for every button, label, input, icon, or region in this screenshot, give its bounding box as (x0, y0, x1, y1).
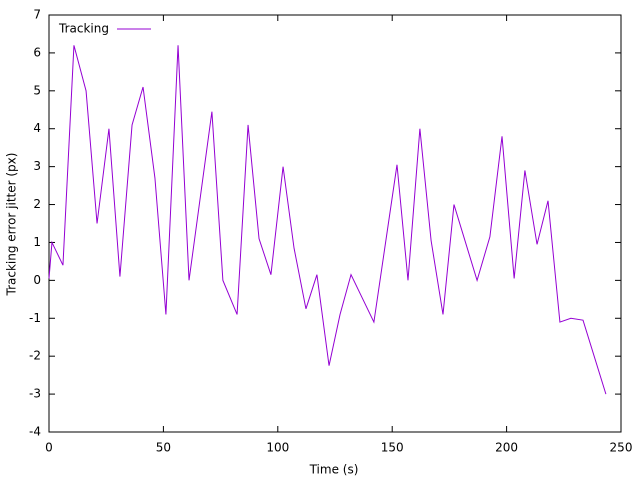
y-tick-label: -4 (29, 425, 41, 439)
legend-label: Tracking (58, 22, 109, 36)
y-tick-label: 0 (33, 273, 41, 287)
y-tick-label: 6 (33, 45, 41, 59)
y-axis-label: Tracking error jitter (px) (5, 153, 19, 297)
x-tick-label: 150 (381, 441, 404, 455)
y-tick-label: -3 (29, 387, 41, 401)
x-tick-label: 50 (156, 441, 171, 455)
y-tick-label: 1 (33, 235, 41, 249)
y-tick-label: 3 (33, 159, 41, 173)
y-tick-label: 7 (33, 8, 41, 22)
x-axis-label: Time (s) (309, 463, 359, 477)
y-tick-label: -2 (29, 349, 41, 363)
x-tick-label: 250 (610, 441, 633, 455)
plot-frame (48, 14, 622, 433)
y-tick-label: 4 (33, 121, 41, 135)
x-tick-label: 0 (45, 441, 53, 455)
y-tick-label: 2 (33, 197, 41, 211)
y-tick-label: 5 (33, 83, 41, 97)
line (48, 45, 607, 395)
y-tick-label: -1 (29, 311, 41, 325)
x-tick-label: 100 (266, 441, 289, 455)
x-tick-label: 200 (495, 441, 518, 455)
